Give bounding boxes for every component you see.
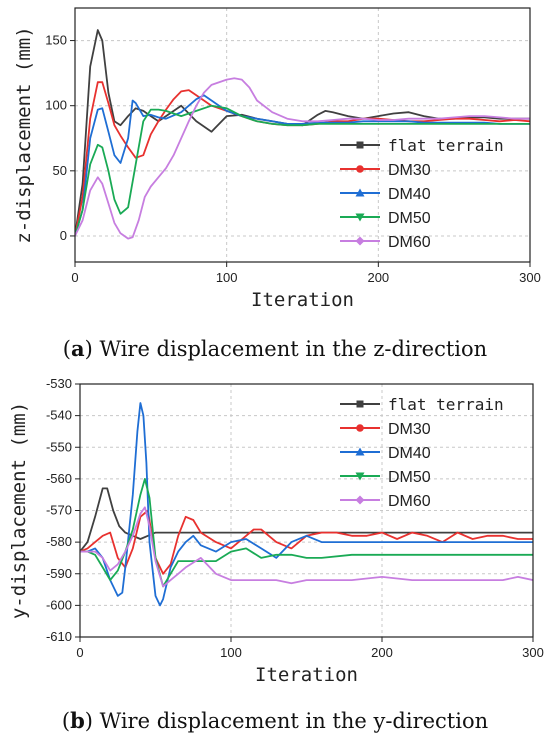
legend-label: flat terrain [388, 395, 504, 414]
legend-label: DM30 [388, 421, 431, 438]
y-tick-label: -570 [46, 503, 72, 518]
y-displacement-chart: 0 100 200 300 -530 -540 -550 -560 -570 -580 -590 -6… [8, 376, 544, 686]
x-tick-label: 300 [519, 270, 541, 285]
x-tick-label: 300 [522, 645, 544, 660]
plot-frame [74, 7, 531, 263]
series-line-2 [75, 94, 530, 237]
chart-panel-y: 0 100 200 300 -530 -540 -550 -560 -570 -580 -590 -6… [0, 372, 550, 748]
caption-letter-z: a [71, 336, 85, 361]
x-tick-label: 100 [216, 270, 238, 285]
x-tick-label: 0 [71, 270, 78, 285]
legend-label: DM50 [388, 469, 431, 486]
x-tick-label: 0 [76, 645, 83, 660]
y-axis-label: z-displacement (mm) [13, 26, 35, 243]
z-displacement-chart: 0 100 200 300 0 50 100 150 Iteration z-displaceme… [13, 7, 541, 311]
legend-label: DM60 [388, 493, 431, 510]
series-line-3 [75, 104, 530, 237]
legend-marker [356, 424, 364, 432]
legend-label: flat terrain [388, 136, 504, 155]
legend-label: DM50 [388, 210, 431, 227]
series-line-2 [80, 402, 533, 607]
legend-marker [355, 188, 365, 197]
legend-label: DM60 [388, 234, 431, 251]
y-tick-label: 100 [45, 98, 67, 113]
series-line-4 [75, 77, 530, 240]
y-tick-label: -610 [46, 629, 72, 644]
x-tick-label: 200 [371, 645, 393, 660]
legend-marker [356, 400, 364, 408]
x-tick-label: 100 [220, 645, 242, 660]
series-line-4 [80, 506, 533, 588]
caption-text-y: Wire displacement in the y-direction [99, 709, 489, 733]
legend-marker [356, 141, 364, 149]
legend-label: DM30 [388, 162, 431, 179]
legend-label: DM40 [388, 445, 431, 462]
y-tick-label: -550 [46, 439, 72, 454]
chart-panel-z: 0 100 200 300 0 50 100 150 Iteration z-displaceme… [0, 0, 550, 372]
legend-marker [355, 236, 365, 246]
x-tick-label: 200 [367, 270, 389, 285]
caption-letter-y: b [70, 708, 85, 733]
y-axis-label: y-displacement (mm) [8, 402, 30, 619]
caption-y: (b) Wire displacement in the y-direction [61, 708, 489, 733]
legend-marker [355, 447, 365, 456]
series-line-3 [80, 478, 533, 588]
y-tick-label: -590 [46, 566, 72, 581]
y-tick-label: -560 [46, 471, 72, 486]
legend-label: DM40 [388, 186, 431, 203]
series-line-1 [80, 509, 533, 575]
legend-marker [356, 165, 364, 173]
y-tick-label: -540 [46, 408, 72, 423]
legend-marker [355, 495, 365, 505]
y-tick-label: 50 [53, 163, 67, 178]
legend-marker [355, 213, 365, 222]
y-tick-label: -600 [46, 597, 72, 612]
y-tick-label: 0 [60, 228, 67, 243]
y-tick-label: -530 [46, 376, 72, 391]
series-line-0 [80, 487, 533, 553]
y-tick-label: 150 [45, 33, 67, 48]
x-axis-label: Iteration [255, 664, 358, 686]
caption-z: (a) Wire displacement in the z-direction [62, 336, 488, 361]
legend-marker [355, 472, 365, 481]
x-axis-label: Iteration [251, 289, 354, 311]
y-tick-label: -580 [46, 534, 72, 549]
caption-text-z: Wire displacement in the z-direction [99, 337, 488, 361]
